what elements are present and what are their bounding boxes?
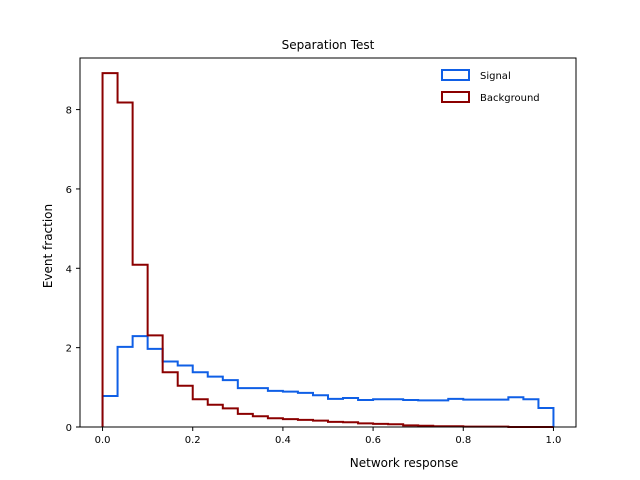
x-tick-label: 1.0	[546, 435, 562, 446]
axes-frame	[79, 57, 577, 428]
legend-label-signal: Signal	[480, 71, 511, 82]
x-tick-label: 0.4	[275, 435, 291, 446]
y-tick-label: 6	[66, 185, 72, 196]
x-tick-label: 0.2	[185, 435, 201, 446]
legend-swatch-background	[441, 91, 470, 103]
series-signal-step-line	[101, 335, 555, 427]
y-tick-label: 0	[66, 423, 72, 434]
x-tick-label: 0.6	[365, 435, 381, 446]
legend-swatch-signal	[441, 69, 470, 81]
series-background-step-line	[101, 72, 554, 428]
legend-label-background: Background	[480, 93, 540, 104]
y-axis-label: Event fraction	[41, 204, 55, 288]
legend: Signal Background	[441, 69, 540, 104]
chart-title: Separation Test	[282, 38, 375, 52]
y-tick-label: 4	[66, 264, 72, 275]
y-tick-label: 2	[66, 344, 72, 355]
x-tick-label: 0.0	[95, 435, 111, 446]
plot-area	[101, 72, 555, 428]
y-tick-label: 8	[66, 106, 72, 117]
axes: 0.0 0.2 0.4 0.6 0.8 1.0 0 2 4 6 8	[66, 57, 577, 446]
x-tick-label: 0.8	[455, 435, 471, 446]
x-axis-label: Network response	[350, 456, 458, 470]
